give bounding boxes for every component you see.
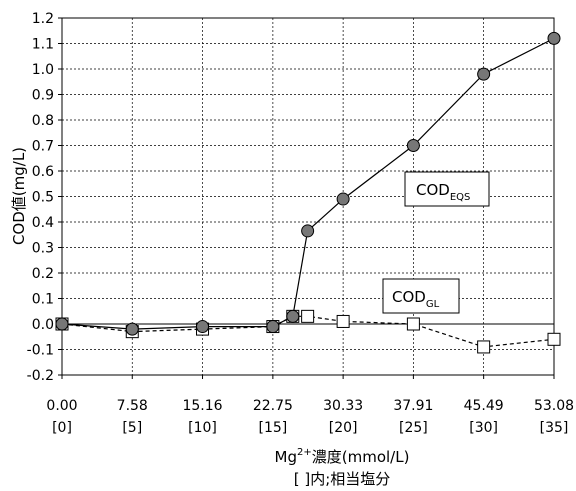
marker-gl	[477, 340, 491, 354]
legend-eqs-box	[404, 171, 490, 207]
series-markers	[55, 31, 561, 354]
y-tick-label: -0.2	[27, 368, 54, 384]
x-axis-title-suffix: 濃度(mmol/L)	[312, 448, 410, 466]
x-tick-label: 45.49	[464, 398, 504, 414]
y-tick-label: 0.0	[32, 317, 54, 333]
x-tick-label: 30.33	[323, 398, 363, 414]
x-tick-label-salinity: [20]	[329, 420, 358, 436]
x-axis-title-prefix: Mg	[275, 448, 297, 466]
y-tick-label: 0.2	[32, 266, 54, 282]
y-tick-label: 0.9	[32, 88, 54, 104]
marker-eqs	[547, 31, 561, 45]
marker-eqs	[336, 192, 350, 206]
marker-eqs	[55, 317, 69, 331]
legend-eqs: CODEQS	[404, 171, 490, 207]
marker-eqs	[125, 322, 139, 336]
x-tick-label: 7.58	[117, 398, 148, 414]
x-tick-label-salinity: [5]	[122, 420, 142, 436]
legend-gl: CODGL	[382, 278, 460, 314]
x-tick-label: 37.91	[393, 398, 433, 414]
x-tick-label: 0.00	[46, 398, 77, 414]
x-axis-subtitle: [ ]内;相当塩分	[294, 470, 391, 488]
legend-gl-box	[382, 278, 460, 314]
x-axis-title: Mg2+濃度(mmol/L)	[275, 447, 410, 466]
x-tick-label: 22.75	[253, 398, 293, 414]
series-line-cod_eqs	[61, 37, 555, 330]
series-line-cod_gl	[61, 315, 555, 348]
x-tick-label: 15.16	[182, 398, 222, 414]
x-tick-label: 53.08	[534, 398, 574, 414]
y-tick-label: 0.6	[32, 164, 54, 180]
x-tick-label-salinity: [10]	[188, 420, 217, 436]
y-tick-label: 0.8	[32, 113, 54, 129]
y-axis-title: COD値(mg/L)	[10, 147, 28, 245]
legend-eqs-main: COD	[416, 181, 450, 199]
y-tick-label: 0.4	[32, 215, 54, 231]
y-tick-label: -0.1	[27, 343, 54, 359]
x-tick-label-salinity: [15]	[258, 420, 287, 436]
legend-eqs-label: CODEQS	[416, 181, 470, 203]
x-tick-label-salinity: [30]	[469, 420, 498, 436]
marker-gl	[406, 317, 420, 331]
marker-gl	[301, 309, 315, 323]
y-tick-label: 1.1	[32, 37, 54, 53]
x-axis-title-sup: 2+	[297, 447, 312, 458]
marker-gl	[336, 314, 350, 328]
x-tick-label-salinity: [25]	[399, 420, 428, 436]
y-tick-label: 0.5	[32, 190, 54, 206]
marker-eqs	[406, 139, 420, 152]
x-tick-label-salinity: [0]	[52, 420, 72, 436]
x-tick-label-salinity: [35]	[540, 420, 569, 436]
marker-eqs	[301, 224, 315, 238]
legend-gl-main: COD	[392, 288, 426, 306]
legend-gl-label: CODGL	[392, 288, 440, 310]
plot-frame	[61, 17, 555, 376]
legend-gl-sub: GL	[426, 299, 440, 310]
legend-eqs-sub: EQS	[450, 192, 471, 203]
y-tick-label: 1.2	[32, 11, 54, 27]
marker-eqs	[477, 67, 491, 81]
series-lines	[61, 37, 555, 348]
x-tick-labels: 0.00 [0] 7.58 [5] 15.16 [10] 22.75 [15] 30.33 [20…	[46, 398, 574, 436]
y-tick-label: 0.1	[32, 292, 54, 308]
marker-eqs	[286, 309, 300, 323]
y-tick-labels: 1.2 1.1 1.0 0.9 0.8 0.7 0.6 0.5 0.4 0.3 0.2 0.1 0.0 -…	[27, 11, 54, 384]
y-tick-label: 1.0	[32, 62, 54, 78]
y-tick-label: 0.7	[32, 139, 54, 155]
marker-gl	[547, 332, 561, 346]
marker-eqs	[266, 320, 280, 334]
y-tick-label: 0.3	[32, 241, 54, 257]
marker-eqs	[196, 320, 210, 334]
